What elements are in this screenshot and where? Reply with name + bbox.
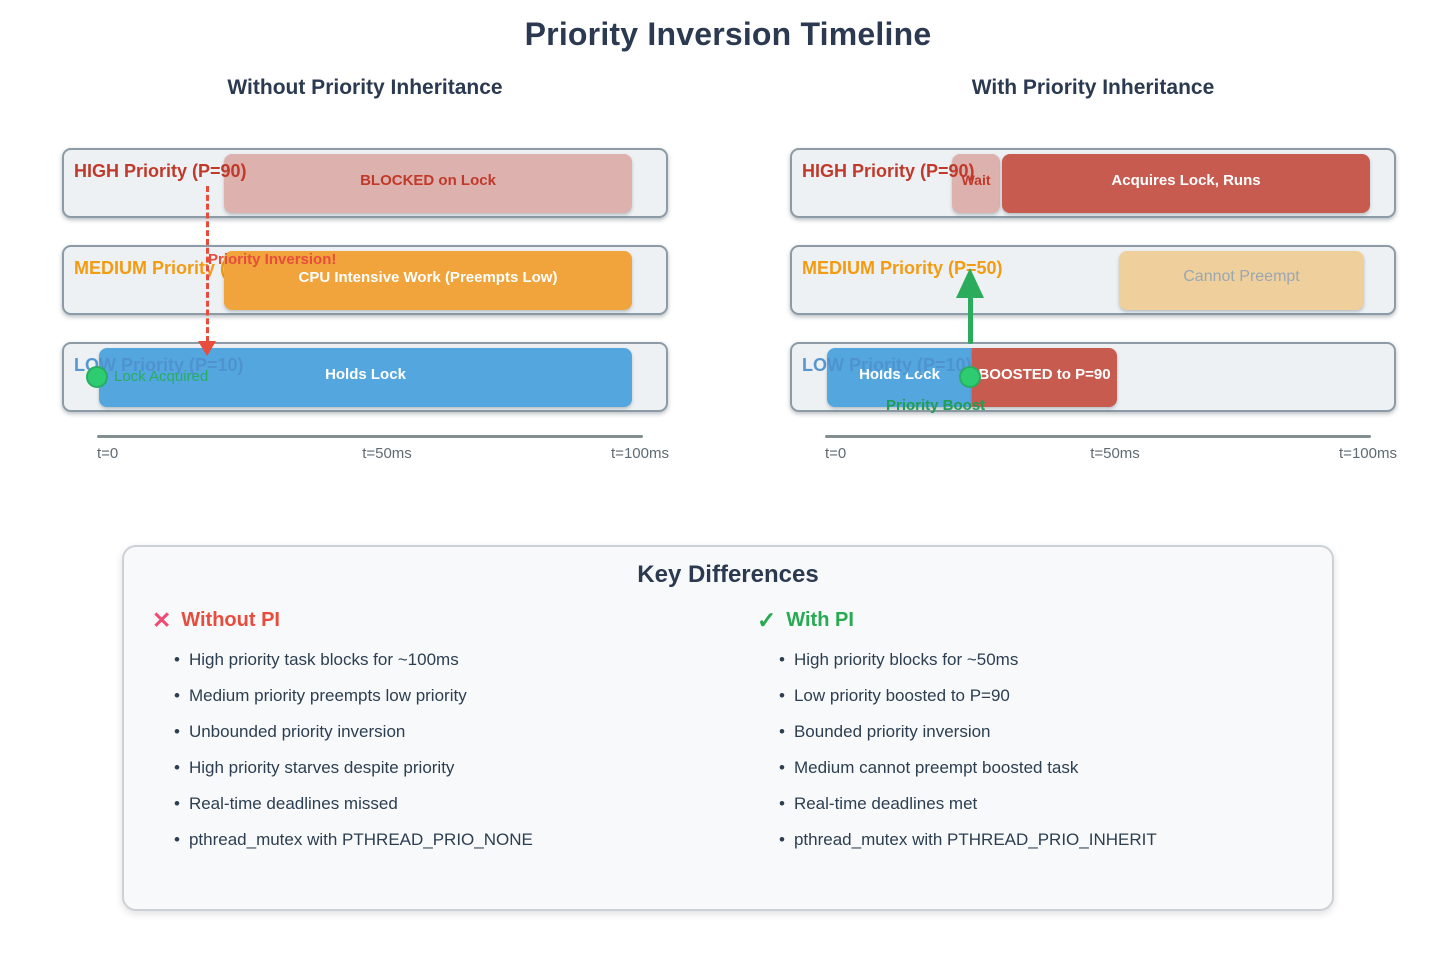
key-differences-panel: Key Differences ✕ Without PI High priori… bbox=[122, 545, 1334, 911]
priority-boost-annotation: Priority Boost bbox=[886, 397, 986, 414]
heading-with-pi: With Priority Inheritance bbox=[971, 76, 1215, 99]
priority-inversion-arrowhead-icon bbox=[198, 341, 216, 356]
with-pi-column: ✓ With PI High priority blocks for ~50ms… bbox=[757, 609, 1332, 865]
cannot-preempt-block: Cannot Preempt bbox=[1119, 251, 1364, 310]
axis-tick-t0: t=0 bbox=[825, 445, 847, 462]
list-item: pthread_mutex with PTHREAD_PRIO_INHERIT bbox=[779, 829, 1332, 850]
with-pi-list: High priority blocks for ~50ms Low prior… bbox=[757, 649, 1332, 850]
medium-priority-label: MEDIUM Priority (P=50) bbox=[802, 258, 1003, 278]
priority-inversion-annotation: Priority Inversion! bbox=[208, 251, 337, 268]
medium-priority-track: MEDIUM Priority (P=50) CPU Intensive Wor… bbox=[62, 245, 668, 315]
with-pi-heading-text: With PI bbox=[786, 609, 854, 631]
cannot-preempt-text: Cannot Preempt bbox=[1183, 268, 1300, 285]
wait-text: Wait bbox=[961, 172, 991, 188]
list-item: Unbounded priority inversion bbox=[174, 721, 727, 742]
acquires-lock-block: Acquires Lock, Runs bbox=[1002, 154, 1370, 213]
page-title: Priority Inversion Timeline bbox=[524, 16, 932, 52]
axis-tick-t0: t=0 bbox=[97, 445, 119, 462]
without-pi-list: High priority task blocks for ~100ms Med… bbox=[152, 649, 727, 850]
list-item: Real-time deadlines missed bbox=[174, 793, 727, 814]
time-axis bbox=[825, 435, 1371, 438]
high-priority-track: HIGH Priority (P=90) Wait Acquires Lock,… bbox=[790, 148, 1396, 218]
wait-block: Wait bbox=[952, 154, 1000, 213]
timeline-with-pi: HIGH Priority (P=90) Wait Acquires Lock,… bbox=[790, 148, 1397, 488]
lock-acquired-dot-icon bbox=[86, 366, 108, 388]
without-pi-column: ✕ Without PI High priority task blocks f… bbox=[152, 609, 727, 865]
holds-lock-block: Holds Lock bbox=[827, 348, 972, 407]
holds-lock-text: Holds Lock bbox=[859, 365, 940, 383]
holds-lock-text: Holds Lock bbox=[325, 365, 406, 383]
holds-lock-block: Holds Lock bbox=[99, 348, 632, 407]
list-item: High priority blocks for ~50ms bbox=[779, 649, 1332, 670]
lock-acquired-annotation: Lock Acquired bbox=[114, 368, 209, 385]
axis-tick-t50: t=50ms bbox=[1090, 445, 1140, 462]
list-item: Low priority boosted to P=90 bbox=[779, 685, 1332, 706]
acquires-lock-text: Acquires Lock, Runs bbox=[1111, 171, 1261, 189]
cpu-intensive-work-block: CPU Intensive Work (Preempts Low) bbox=[224, 251, 632, 310]
boost-point-dot-icon bbox=[959, 366, 981, 388]
check-icon: ✓ bbox=[757, 607, 777, 633]
list-item: pthread_mutex with PTHREAD_PRIO_NONE bbox=[174, 829, 727, 850]
list-item: Real-time deadlines met bbox=[779, 793, 1332, 814]
list-item: Medium cannot preempt boosted task bbox=[779, 757, 1332, 778]
key-differences-title: Key Differences bbox=[637, 561, 819, 588]
x-icon: ✕ bbox=[152, 607, 172, 633]
without-pi-heading-text: Without PI bbox=[181, 609, 280, 631]
high-priority-track: HIGH Priority (P=90) BLOCKED on Lock bbox=[62, 148, 668, 218]
cpu-intensive-work-text: CPU Intensive Work (Preempts Low) bbox=[298, 268, 558, 286]
list-item: Bounded priority inversion bbox=[779, 721, 1332, 742]
without-pi-heading: ✕ Without PI bbox=[152, 609, 727, 632]
list-item: High priority task blocks for ~100ms bbox=[174, 649, 727, 670]
axis-tick-t100: t=100ms bbox=[611, 445, 669, 462]
medium-priority-track: MEDIUM Priority (P=50) Cannot Preempt bbox=[790, 245, 1396, 315]
list-item: High priority starves despite priority bbox=[174, 757, 727, 778]
priority-boost-arrow-line bbox=[968, 297, 973, 344]
priority-inversion-arrow-line bbox=[206, 186, 209, 342]
low-priority-label: LOW Priority (P=10) bbox=[74, 355, 244, 375]
list-item: Medium priority preempts low priority bbox=[174, 685, 727, 706]
blocked-on-lock-text: BLOCKED on Lock bbox=[360, 171, 496, 189]
axis-tick-t100: t=100ms bbox=[1339, 445, 1397, 462]
axis-tick-t50: t=50ms bbox=[362, 445, 412, 462]
with-pi-heading: ✓ With PI bbox=[757, 609, 1332, 632]
heading-without-pi: Without Priority Inheritance bbox=[227, 76, 503, 99]
time-axis bbox=[97, 435, 643, 438]
blocked-on-lock-block: BLOCKED on Lock bbox=[224, 154, 632, 213]
priority-boost-arrowhead-icon bbox=[956, 268, 984, 298]
high-priority-label: HIGH Priority (P=90) bbox=[74, 161, 247, 181]
boosted-block: BOOSTED to P=90 bbox=[972, 348, 1117, 407]
low-priority-track: LOW Priority (P=10) Holds Lock BOOSTED t… bbox=[790, 342, 1396, 412]
low-priority-track: LOW Priority (P=10) Holds Lock bbox=[62, 342, 668, 412]
high-priority-label: HIGH Priority (P=90) bbox=[802, 161, 975, 181]
boosted-text: BOOSTED to P=90 bbox=[978, 365, 1111, 383]
timeline-without-pi: HIGH Priority (P=90) BLOCKED on Lock MED… bbox=[62, 148, 669, 488]
low-priority-label: LOW Priority (P=10) bbox=[802, 355, 972, 375]
